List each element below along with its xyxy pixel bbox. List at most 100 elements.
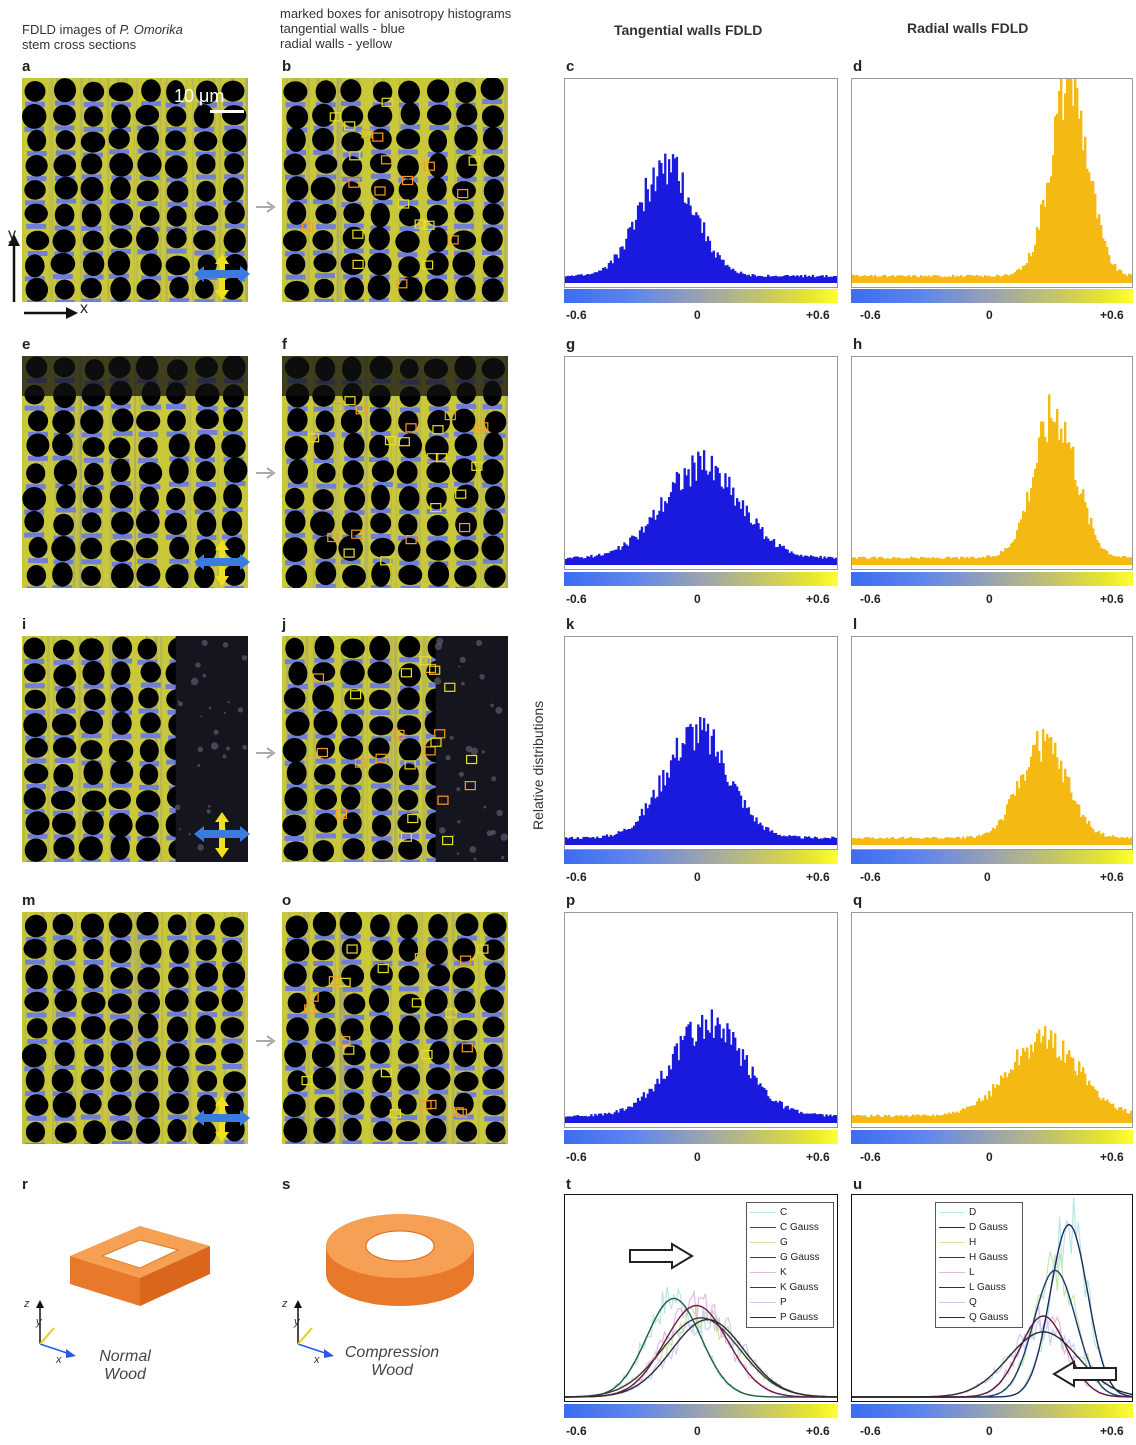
histogram-bar xyxy=(948,1112,951,1123)
histogram-bar xyxy=(582,558,585,565)
histogram-bar xyxy=(878,1115,881,1123)
histogram-bar xyxy=(701,729,704,845)
legend-entry: L Gauss xyxy=(939,1280,1019,1295)
histogram-bar xyxy=(1084,136,1087,283)
marked-box xyxy=(477,944,489,954)
histogram-d xyxy=(851,78,1133,288)
histogram-bar xyxy=(980,557,983,565)
histogram-bar xyxy=(934,275,937,283)
histogram-bar xyxy=(815,1114,818,1123)
histogram-bar xyxy=(878,276,881,283)
histogram-bar xyxy=(1126,836,1129,845)
histogram-bar xyxy=(898,275,901,283)
histogram-k xyxy=(564,636,838,850)
histogram-bar xyxy=(642,211,646,283)
histogram-bar xyxy=(811,838,815,845)
histogram-bar xyxy=(807,275,811,283)
histogram-bar xyxy=(724,1042,727,1123)
histogram-bar xyxy=(972,1105,975,1123)
histogram-bar xyxy=(1128,1113,1131,1123)
histogram-bar xyxy=(1102,1097,1105,1123)
histogram-bar xyxy=(956,557,959,565)
histogram-bar xyxy=(1000,550,1003,565)
histogram-bar xyxy=(940,276,943,283)
histogram-bar xyxy=(598,270,601,283)
histogram-bar xyxy=(656,514,659,565)
histogram-bar xyxy=(652,789,655,845)
legend-swatch xyxy=(750,1212,776,1213)
legend-swatch xyxy=(750,1287,776,1288)
legend-label: D Gauss xyxy=(969,1222,1008,1233)
histogram-bar xyxy=(611,1114,614,1123)
histogram-bar xyxy=(1096,832,1099,845)
histogram-bar xyxy=(876,558,879,565)
histogram-bar xyxy=(819,275,822,283)
histogram-bar xyxy=(741,1049,745,1123)
histogram-bar xyxy=(1000,276,1003,283)
histogram-bar xyxy=(878,838,881,845)
micrograph-texture xyxy=(282,356,508,588)
histogram-bar xyxy=(646,1093,649,1123)
histogram-bar xyxy=(1026,1047,1029,1123)
histogram-bar xyxy=(819,555,822,565)
marked-box xyxy=(349,690,362,700)
histogram-bar xyxy=(860,838,863,845)
histogram-bar xyxy=(780,1101,783,1123)
histogram-bar xyxy=(1006,1077,1009,1123)
histogram-bar xyxy=(856,838,859,845)
histogram-bar xyxy=(916,558,919,565)
histogram-bar xyxy=(1110,554,1113,565)
histogram-bar xyxy=(928,557,931,565)
legend-entry: L xyxy=(939,1265,1019,1280)
histogram-bar xyxy=(1090,826,1093,845)
histogram-bar xyxy=(1068,1050,1071,1123)
legend-label: L xyxy=(969,1267,975,1278)
histogram-bar xyxy=(1082,814,1085,845)
histogram-bar xyxy=(823,1116,826,1123)
tick-label-max: +0.6 xyxy=(806,1424,830,1438)
histogram-bar xyxy=(884,1114,887,1123)
marked-box xyxy=(328,976,341,986)
histogram-bar xyxy=(858,1115,861,1123)
histogram-bar xyxy=(946,1114,949,1123)
histogram-bar xyxy=(666,503,669,565)
histogram-bar xyxy=(623,1110,626,1123)
histogram-bar xyxy=(1036,731,1039,845)
histogram-bar xyxy=(914,275,917,283)
histogram-bar xyxy=(636,821,640,845)
histogram-bar xyxy=(683,468,686,565)
histogram-bar xyxy=(964,1109,967,1123)
legend-swatch xyxy=(750,1257,776,1258)
marked-box xyxy=(348,178,360,188)
legend-entry: D Gauss xyxy=(939,1220,1019,1235)
micrograph-i xyxy=(22,636,248,862)
histogram-bar xyxy=(898,557,901,565)
histogram-bar xyxy=(749,522,752,565)
histogram-bar xyxy=(798,836,801,845)
histogram-bar xyxy=(601,1115,605,1123)
histogram-bar xyxy=(679,192,682,283)
legend-entry: G Gauss xyxy=(750,1250,830,1265)
histogram-bar xyxy=(1100,1099,1103,1123)
chart-svg xyxy=(852,1026,1132,1123)
histogram-bar xyxy=(745,505,749,565)
histogram-bar xyxy=(580,557,583,565)
histogram-bar xyxy=(944,276,947,283)
histogram-bar xyxy=(1088,820,1091,845)
histogram-bar xyxy=(685,203,688,283)
histogram-bar xyxy=(986,832,989,845)
y-axis-label-model: y xyxy=(294,1316,300,1328)
histogram-bar xyxy=(1066,79,1069,283)
histogram-bar xyxy=(796,836,799,845)
histogram-bar xyxy=(737,501,741,565)
histogram-bar xyxy=(1122,273,1125,283)
histogram-bar xyxy=(1012,541,1015,565)
direction-cross-icon xyxy=(194,1096,250,1147)
histogram-bar xyxy=(780,836,783,845)
panel-label-b: b xyxy=(282,58,292,75)
histogram-bar xyxy=(681,489,684,565)
histogram-bar xyxy=(1046,182,1049,283)
histogram-bar xyxy=(922,557,925,565)
histogram-bar xyxy=(671,154,675,283)
marked-box xyxy=(432,425,444,435)
